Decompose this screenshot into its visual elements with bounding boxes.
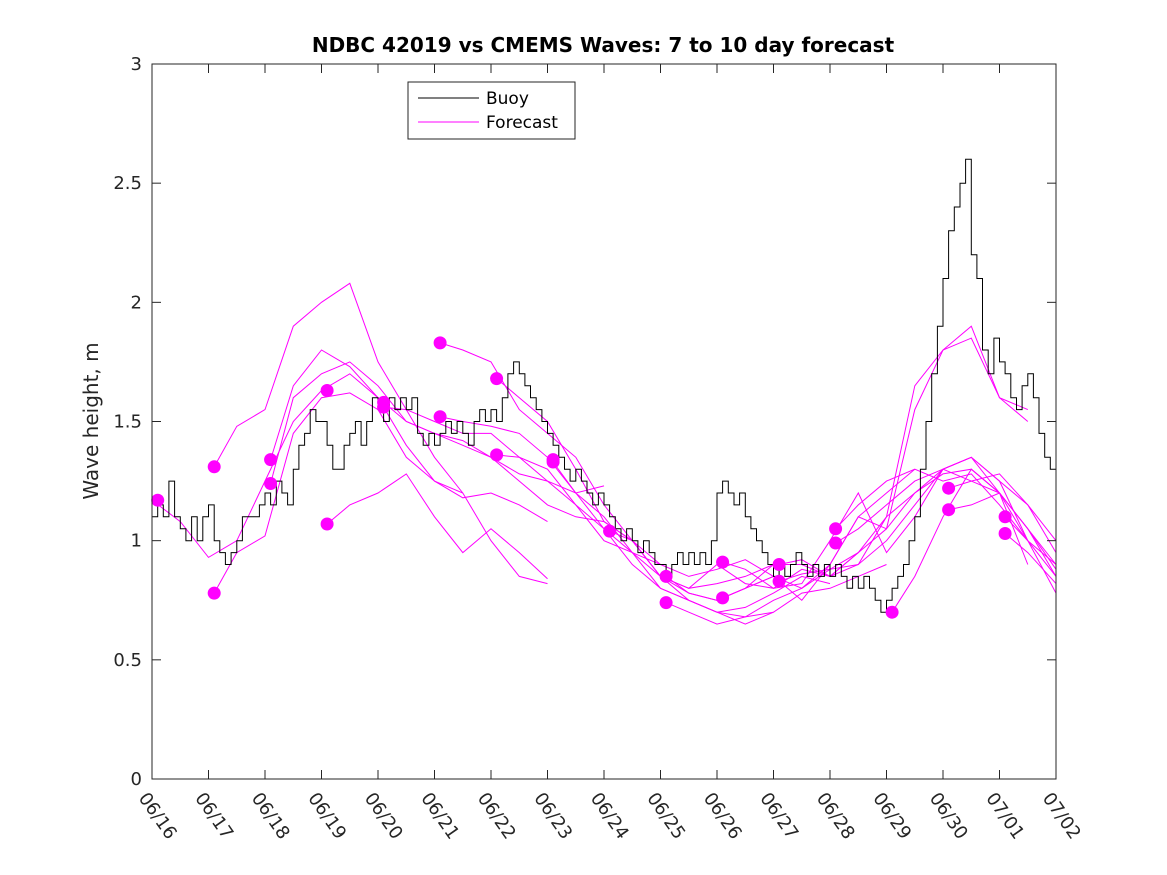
forecast-start-marker-19 <box>716 555 730 569</box>
forecast-start-marker-23 <box>829 522 843 536</box>
y-tick-label: 1 <box>131 531 142 552</box>
forecast-start-marker-25 <box>885 605 899 619</box>
forecast-start-marker-6 <box>320 384 334 397</box>
forecast-start-marker-9 <box>377 400 391 414</box>
legend-forecast-label: Forecast <box>486 113 558 133</box>
forecast-line-26 <box>1004 533 1057 584</box>
forecast-start-marker-5 <box>264 477 278 490</box>
forecast-start-marker-29 <box>998 527 1012 540</box>
legend: Buoy Forecast <box>407 81 576 140</box>
y-tick-label: 0.5 <box>113 650 142 671</box>
y-tick-label: 2.5 <box>113 173 142 194</box>
forecast-start-marker-12 <box>490 372 504 386</box>
forecast-start-marker-28 <box>998 510 1012 524</box>
forecast-line-5 <box>270 361 661 565</box>
legend-buoy-label: Buoy <box>486 89 529 109</box>
plot-layer <box>151 158 1057 625</box>
y-tick-label: 1.5 <box>113 412 142 433</box>
forecast-line-25 <box>1004 516 1057 565</box>
forecast-start-marker-15 <box>546 455 560 469</box>
y-tick-label: 2 <box>131 292 142 313</box>
forecast-line-15 <box>665 337 1029 625</box>
y-tick-label: 3 <box>131 54 142 75</box>
forecast-line-20 <box>835 468 1057 577</box>
forecast-start-marker-17 <box>659 569 673 583</box>
forecast-start-marker-7 <box>320 517 334 531</box>
forecast-start-marker-2 <box>207 460 221 474</box>
forecast-start-marker-20 <box>716 591 730 605</box>
forecast-start-marker-1 <box>151 493 165 507</box>
forecast-start-marker-13 <box>490 448 504 462</box>
forecast-start-marker-22 <box>772 574 786 588</box>
forecast-start-marker-16 <box>603 524 617 538</box>
forecast-line-24 <box>948 492 1057 577</box>
chart-title: NDBC 42019 vs CMEMS Waves: 7 to 10 day f… <box>312 33 895 57</box>
y-axis-label: Wave height, m <box>79 342 103 499</box>
y-axis: 0 0.5 1 1.5 2 2.5 3 <box>113 54 1056 790</box>
forecast-line-1 <box>151 373 548 559</box>
forecast-line-9 <box>439 416 774 577</box>
forecast-line-23 <box>948 473 1057 553</box>
forecast-start-marker-4 <box>264 453 278 467</box>
forecast-line-21 <box>835 468 1057 594</box>
forecast-start-marker-21 <box>772 558 786 571</box>
forecast-start-marker-3 <box>207 586 221 600</box>
forecast-start-marker-24 <box>829 536 843 550</box>
forecast-start-marker-10 <box>433 336 447 350</box>
y-tick-label: 0 <box>131 769 142 790</box>
forecast-start-marker-18 <box>659 596 673 610</box>
buoy-line <box>152 158 1057 613</box>
legend-box <box>407 81 576 140</box>
forecast-start-marker-26 <box>942 481 956 495</box>
forecast-start-marker-11 <box>433 410 447 424</box>
forecast-start-marker-27 <box>942 503 956 517</box>
forecast-line-6 <box>326 473 548 580</box>
